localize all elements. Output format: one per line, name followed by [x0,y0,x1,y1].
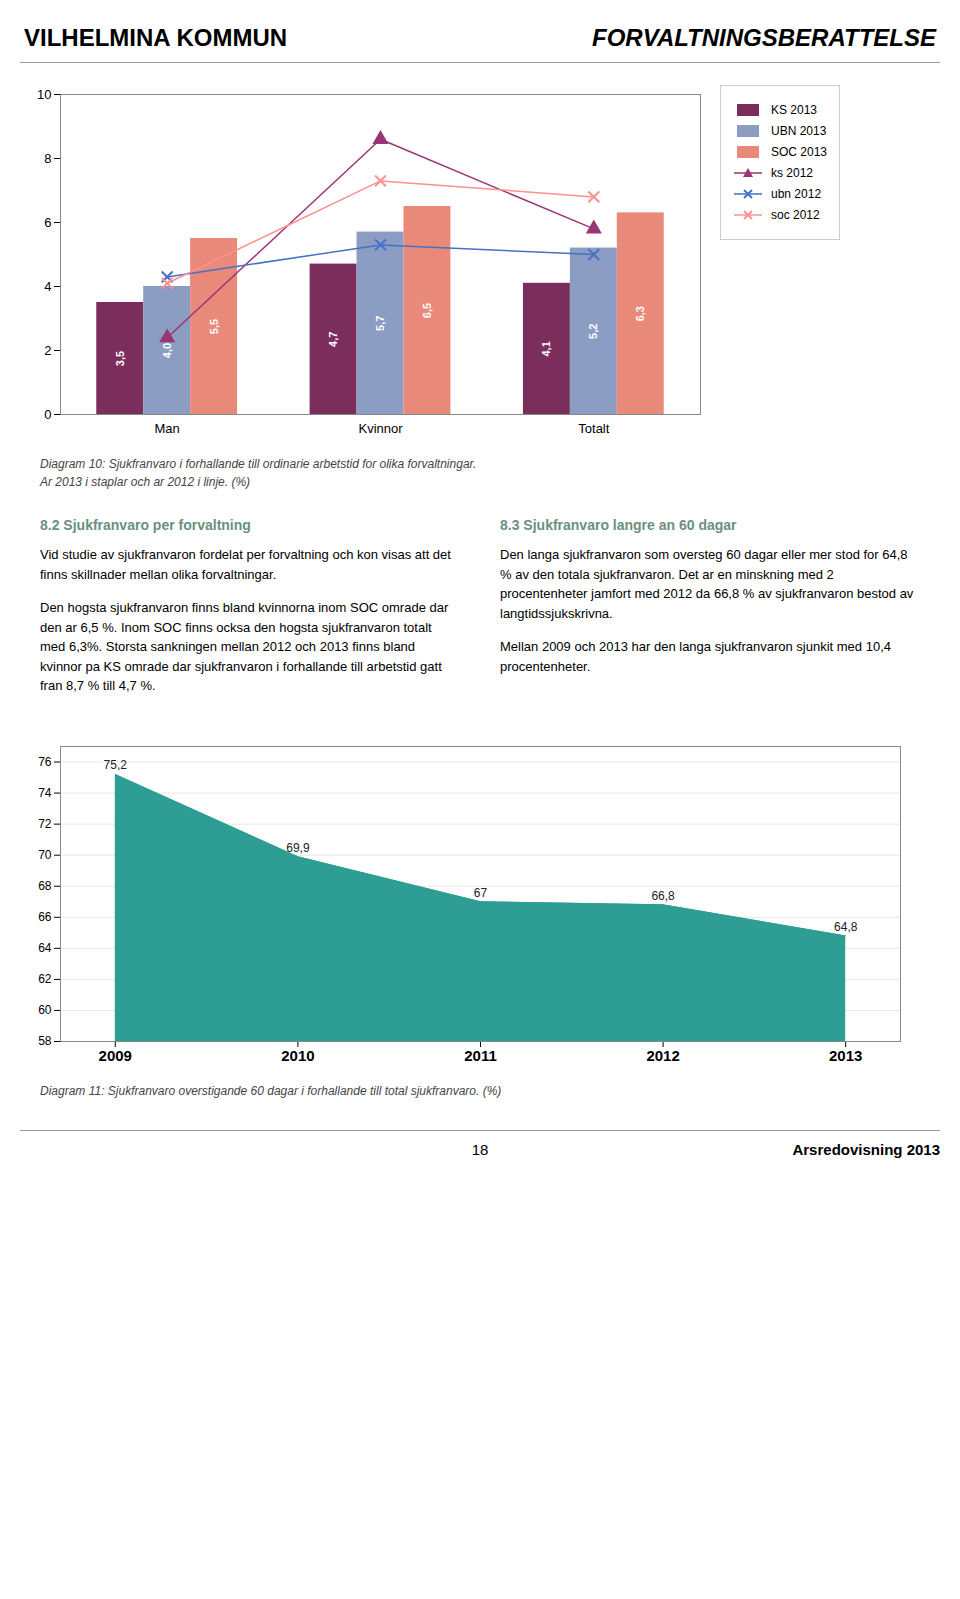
html-text:VILHELMINA KOMMUN: VILHELMINA KOMMUN [24,24,288,51]
html-text:18: 18 [471,1140,489,1158]
html-text:Ar 2013 i staplar och ar 2012: Ar 2013 i staplar och ar 2012 i linje. (… [40,475,251,489]
svg-text:2009: 2009 [99,1047,132,1064]
svg-text:10: 10 [37,87,51,102]
html-text:KS 2013: KS 2013 [771,103,817,117]
svg-text:2: 2 [44,343,51,358]
svg-text:67: 67 [474,885,488,899]
svg-text:74: 74 [38,785,52,799]
svg-text:64: 64 [38,941,52,955]
html-text:Diagram 10: Sjukfranvaro i for: Diagram 10: Sjukfranvaro i forhallande t… [40,457,477,471]
svg-text:0: 0 [44,407,51,422]
svg-text:75,2: 75,2 [104,758,128,772]
html-text:Mellan 2009 och 2013 har den l: Mellan 2009 och 2013 har den langa sjukf… [500,639,891,674]
svg-text:Totalt: Totalt [578,421,609,436]
svg-text:6,3: 6,3 [634,306,646,321]
html-text:FORVALTNINGSBERATTELSE: FORVALTNINGSBERATTELSE [592,24,936,51]
svg-text:6: 6 [44,215,51,230]
html-text:8.3 Sjukfranvaro langre an 60: 8.3 Sjukfranvaro langre an 60 dagar [500,517,737,533]
svg-text:5,7: 5,7 [374,316,386,331]
svg-text:5,5: 5,5 [208,319,220,334]
svg-text:60: 60 [38,1003,52,1017]
html-text:SOC 2013: SOC 2013 [771,145,827,159]
svg-text:6,5: 6,5 [421,303,433,318]
html-text:Vid studie av sjukfranvaron fo: Vid studie av sjukfranvaron fordelat per… [40,547,451,582]
svg-text:8: 8 [44,151,51,166]
html-text:soc 2012: soc 2012 [771,208,820,222]
svg-text:4,0: 4,0 [161,343,173,358]
svg-text:70: 70 [38,848,52,862]
svg-text:69,9: 69,9 [286,840,310,854]
svg-text:2011: 2011 [464,1047,497,1064]
svg-text:2010: 2010 [281,1047,314,1064]
svg-text:2012: 2012 [646,1047,679,1064]
svg-text:76: 76 [38,754,52,768]
svg-text:4: 4 [44,279,51,294]
svg-text:Kvinnor: Kvinnor [358,421,403,436]
svg-text:5,2: 5,2 [587,324,599,339]
svg-text:58: 58 [38,1034,52,1048]
html-text:Den langa sjukfranvaron som ov: Den langa sjukfranvaron som oversteg 60 … [500,547,914,621]
svg-text:4,1: 4,1 [540,341,552,356]
svg-text:66: 66 [38,910,52,924]
svg-text:66,8: 66,8 [651,888,675,902]
html-text:ubn 2012: ubn 2012 [771,187,822,201]
html-text:Den hogsta sjukfranvaron finns: Den hogsta sjukfranvaron finns bland kvi… [40,600,449,693]
html-text:ks 2012: ks 2012 [771,166,813,180]
html-text:Arsredovisning 2013: Arsredovisning 2013 [792,1140,940,1158]
svg-text:64,8: 64,8 [834,919,858,933]
html-text:8.2 Sjukfranvaro per forvaltni: 8.2 Sjukfranvaro per forvaltning [40,517,251,533]
svg-text:2013: 2013 [829,1047,862,1064]
svg-text:Man: Man [155,421,180,436]
svg-text:4,7: 4,7 [327,332,339,347]
svg-text:72: 72 [38,816,52,830]
svg-text:62: 62 [38,972,52,986]
html-text:UBN 2013: UBN 2013 [771,124,827,138]
html-text:Diagram 11: Sjukfranvaro overs: Diagram 11: Sjukfranvaro overstigande 60… [40,1083,502,1098]
svg-text:3,5: 3,5 [114,351,126,366]
svg-text:68: 68 [38,879,52,893]
